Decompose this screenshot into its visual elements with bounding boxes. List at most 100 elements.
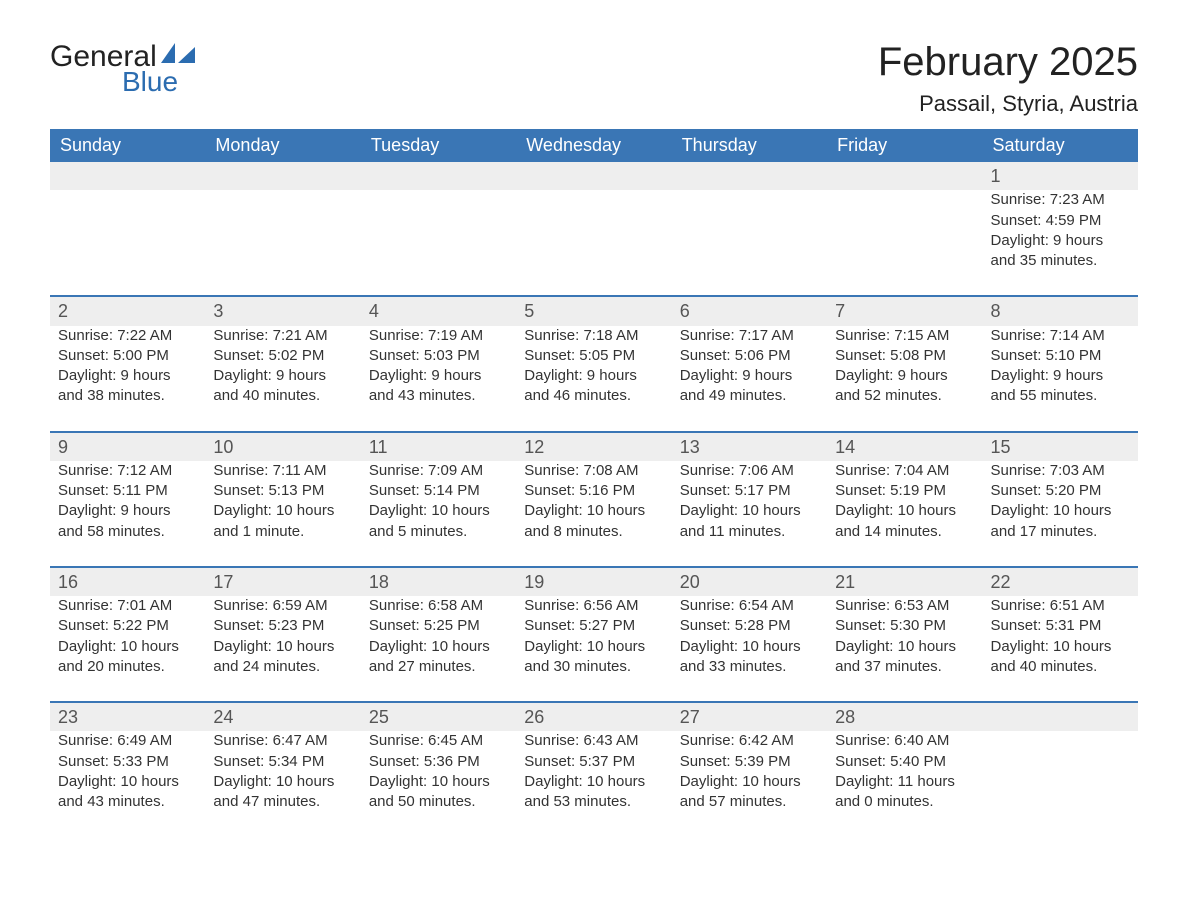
day-number-cell: 28 (827, 702, 982, 731)
calendar-table: Sunday Monday Tuesday Wednesday Thursday… (50, 129, 1138, 836)
sunset-text: Sunset: 5:13 PM (213, 481, 352, 501)
day-detail-row: Sunrise: 7:12 AMSunset: 5:11 PMDaylight:… (50, 461, 1138, 567)
daylight-text: Daylight: 10 hours and 24 minutes. (213, 637, 352, 678)
sunrise-text: Sunrise: 7:14 AM (991, 326, 1130, 346)
day-number-cell: 14 (827, 432, 982, 461)
day-number-row: 232425262728 (50, 702, 1138, 731)
daylight-text: Daylight: 10 hours and 47 minutes. (213, 772, 352, 813)
day-number-cell: 9 (50, 432, 205, 461)
title-block: February 2025 Passail, Styria, Austria (878, 40, 1138, 117)
day-number-cell: 24 (205, 702, 360, 731)
day-detail-cell: Sunrise: 6:45 AMSunset: 5:36 PMDaylight:… (361, 731, 516, 836)
day-number-cell: 17 (205, 567, 360, 596)
day-number-cell: 12 (516, 432, 671, 461)
day-number-cell (983, 702, 1138, 731)
sunset-text: Sunset: 5:28 PM (680, 616, 819, 636)
day-detail-cell: Sunrise: 7:17 AMSunset: 5:06 PMDaylight:… (672, 326, 827, 432)
sunset-text: Sunset: 5:03 PM (369, 346, 508, 366)
sunset-text: Sunset: 5:10 PM (991, 346, 1130, 366)
sunrise-text: Sunrise: 7:15 AM (835, 326, 974, 346)
day-number-row: 1 (50, 162, 1138, 190)
daylight-text: Daylight: 9 hours and 46 minutes. (524, 366, 663, 407)
daylight-text: Daylight: 9 hours and 55 minutes. (991, 366, 1130, 407)
day-number-cell: 8 (983, 296, 1138, 325)
day-detail-cell: Sunrise: 7:23 AMSunset: 4:59 PMDaylight:… (983, 190, 1138, 296)
day-number-cell: 3 (205, 296, 360, 325)
day-number-cell: 15 (983, 432, 1138, 461)
weekday-header-row: Sunday Monday Tuesday Wednesday Thursday… (50, 129, 1138, 162)
sunset-text: Sunset: 5:34 PM (213, 752, 352, 772)
day-number-row: 9101112131415 (50, 432, 1138, 461)
day-detail-cell: Sunrise: 7:14 AMSunset: 5:10 PMDaylight:… (983, 326, 1138, 432)
day-number-cell: 23 (50, 702, 205, 731)
location: Passail, Styria, Austria (878, 91, 1138, 117)
day-detail-cell: Sunrise: 7:22 AMSunset: 5:00 PMDaylight:… (50, 326, 205, 432)
sunset-text: Sunset: 5:19 PM (835, 481, 974, 501)
day-number-cell: 26 (516, 702, 671, 731)
day-number-cell: 18 (361, 567, 516, 596)
sunrise-text: Sunrise: 7:23 AM (991, 190, 1130, 210)
daylight-text: Daylight: 11 hours and 0 minutes. (835, 772, 974, 813)
daylight-text: Daylight: 10 hours and 53 minutes. (524, 772, 663, 813)
sunrise-text: Sunrise: 7:08 AM (524, 461, 663, 481)
sunset-text: Sunset: 5:06 PM (680, 346, 819, 366)
day-detail-cell: Sunrise: 7:19 AMSunset: 5:03 PMDaylight:… (361, 326, 516, 432)
day-detail-cell (361, 190, 516, 296)
sunrise-text: Sunrise: 7:19 AM (369, 326, 508, 346)
day-detail-row: Sunrise: 7:22 AMSunset: 5:00 PMDaylight:… (50, 326, 1138, 432)
daylight-text: Daylight: 10 hours and 50 minutes. (369, 772, 508, 813)
day-detail-cell: Sunrise: 6:51 AMSunset: 5:31 PMDaylight:… (983, 596, 1138, 702)
day-detail-cell: Sunrise: 7:08 AMSunset: 5:16 PMDaylight:… (516, 461, 671, 567)
day-detail-cell: Sunrise: 7:06 AMSunset: 5:17 PMDaylight:… (672, 461, 827, 567)
sunset-text: Sunset: 5:20 PM (991, 481, 1130, 501)
sunrise-text: Sunrise: 7:21 AM (213, 326, 352, 346)
weekday-header: Friday (827, 129, 982, 162)
weekday-header: Sunday (50, 129, 205, 162)
daylight-text: Daylight: 10 hours and 40 minutes. (991, 637, 1130, 678)
day-number-cell: 11 (361, 432, 516, 461)
day-number-row: 2345678 (50, 296, 1138, 325)
daylight-text: Daylight: 10 hours and 8 minutes. (524, 501, 663, 542)
sunrise-text: Sunrise: 7:06 AM (680, 461, 819, 481)
day-number-cell: 21 (827, 567, 982, 596)
day-number-cell: 13 (672, 432, 827, 461)
daylight-text: Daylight: 9 hours and 38 minutes. (58, 366, 197, 407)
daylight-text: Daylight: 9 hours and 58 minutes. (58, 501, 197, 542)
sunrise-text: Sunrise: 7:01 AM (58, 596, 197, 616)
day-detail-cell: Sunrise: 6:53 AMSunset: 5:30 PMDaylight:… (827, 596, 982, 702)
sunset-text: Sunset: 5:39 PM (680, 752, 819, 772)
daylight-text: Daylight: 9 hours and 43 minutes. (369, 366, 508, 407)
sunrise-text: Sunrise: 7:11 AM (213, 461, 352, 481)
day-detail-cell (983, 731, 1138, 836)
sunset-text: Sunset: 5:30 PM (835, 616, 974, 636)
sunrise-text: Sunrise: 6:40 AM (835, 731, 974, 751)
sunset-text: Sunset: 5:14 PM (369, 481, 508, 501)
day-number-cell (205, 162, 360, 190)
day-detail-cell: Sunrise: 6:47 AMSunset: 5:34 PMDaylight:… (205, 731, 360, 836)
sunrise-text: Sunrise: 6:43 AM (524, 731, 663, 751)
sunrise-text: Sunrise: 7:18 AM (524, 326, 663, 346)
sunrise-text: Sunrise: 7:03 AM (991, 461, 1130, 481)
day-detail-cell: Sunrise: 6:43 AMSunset: 5:37 PMDaylight:… (516, 731, 671, 836)
day-detail-cell: Sunrise: 7:18 AMSunset: 5:05 PMDaylight:… (516, 326, 671, 432)
sunrise-text: Sunrise: 7:22 AM (58, 326, 197, 346)
daylight-text: Daylight: 10 hours and 17 minutes. (991, 501, 1130, 542)
daylight-text: Daylight: 10 hours and 1 minute. (213, 501, 352, 542)
day-detail-cell: Sunrise: 6:59 AMSunset: 5:23 PMDaylight:… (205, 596, 360, 702)
day-number-cell: 20 (672, 567, 827, 596)
day-detail-cell (205, 190, 360, 296)
day-detail-cell: Sunrise: 7:12 AMSunset: 5:11 PMDaylight:… (50, 461, 205, 567)
day-detail-cell (516, 190, 671, 296)
daylight-text: Daylight: 10 hours and 43 minutes. (58, 772, 197, 813)
day-detail-cell: Sunrise: 7:04 AMSunset: 5:19 PMDaylight:… (827, 461, 982, 567)
day-detail-cell: Sunrise: 6:40 AMSunset: 5:40 PMDaylight:… (827, 731, 982, 836)
day-detail-row: Sunrise: 6:49 AMSunset: 5:33 PMDaylight:… (50, 731, 1138, 836)
page-header: General Blue February 2025 Passail, Styr… (50, 40, 1138, 117)
day-number-row: 16171819202122 (50, 567, 1138, 596)
weekday-header: Tuesday (361, 129, 516, 162)
daylight-text: Daylight: 9 hours and 35 minutes. (991, 231, 1130, 272)
weekday-header: Wednesday (516, 129, 671, 162)
day-detail-cell: Sunrise: 6:54 AMSunset: 5:28 PMDaylight:… (672, 596, 827, 702)
day-detail-cell: Sunrise: 6:56 AMSunset: 5:27 PMDaylight:… (516, 596, 671, 702)
sunset-text: Sunset: 5:17 PM (680, 481, 819, 501)
